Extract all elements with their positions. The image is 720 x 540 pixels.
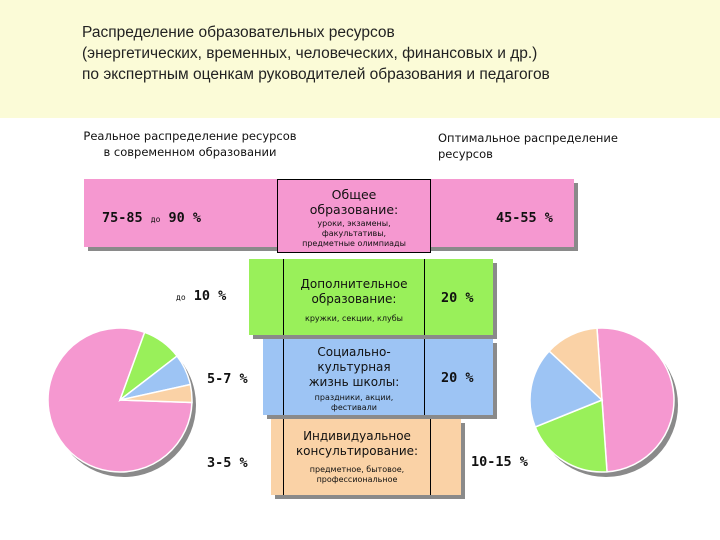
individual-optimal-percent: 10-15 % bbox=[471, 454, 528, 470]
general-real-main: 75-85 bbox=[102, 210, 151, 226]
general-optimal-percent: 45-55 % bbox=[496, 210, 553, 226]
left-heading: Реальное распределение ресурсов в соврем… bbox=[60, 128, 320, 160]
social-title-line-1: Социально- bbox=[317, 345, 391, 359]
additional-sub-line-1: кружки, секции, клубы bbox=[305, 314, 403, 323]
social-sub-line-1: праздники, акции, bbox=[314, 393, 394, 402]
social-title-line-3: жизнь школы: bbox=[308, 375, 400, 389]
general-title-line-1: Общее bbox=[331, 187, 377, 202]
social-real-percent: 5-7 % bbox=[207, 371, 248, 387]
general-sub-line-1: уроки, экзамены, bbox=[317, 219, 391, 228]
left-heading-line-2: в современном образовании bbox=[103, 145, 277, 159]
general-real-small: до bbox=[150, 215, 161, 224]
optimal-slice-general bbox=[596, 327, 675, 473]
right-heading: Оптимальное распределение ресурсов bbox=[438, 130, 678, 162]
general-real-percent: 75-85 до 90 % bbox=[102, 210, 201, 226]
social-sub-line-2: фестивали bbox=[331, 403, 377, 412]
individual-consulting-box: Индивидуальное консультирование: предмет… bbox=[283, 419, 431, 495]
additional-real-main: 10 % bbox=[185, 288, 227, 304]
individual-title-line-1: Индивидуальное bbox=[303, 429, 411, 443]
social-life-bar bbox=[263, 339, 493, 415]
general-sub-line-3: предметные олимпиады bbox=[302, 239, 406, 248]
additional-optimal-percent: 20 % bbox=[441, 290, 474, 306]
individual-sub-line-1: предметное, бытовое, bbox=[309, 465, 405, 474]
individual-real-percent: 3-5 % bbox=[207, 455, 248, 471]
social-optimal-percent: 20 % bbox=[441, 370, 474, 386]
title-line-1: Распределение образовательных ресурсов bbox=[82, 24, 395, 41]
additional-real-percent: до 10 % bbox=[176, 288, 226, 304]
general-real-main2: 90 % bbox=[160, 210, 202, 226]
social-life-box: Социально- культурная жизнь школы: празд… bbox=[283, 339, 425, 415]
additional-education-box: Дополнительное образование: кружки, секц… bbox=[283, 259, 425, 335]
additional-title-line-2: образование: bbox=[311, 292, 397, 306]
individual-consulting-bar bbox=[271, 419, 461, 495]
right-heading-line-2: ресурсов bbox=[438, 147, 493, 161]
title-banner: Распределение образовательных ресурсов (… bbox=[0, 0, 720, 118]
additional-title-line-1: Дополнительное bbox=[300, 277, 408, 291]
left-heading-line-1: Реальное распределение ресурсов bbox=[83, 129, 297, 143]
optimal-slice-social bbox=[529, 350, 604, 428]
general-sub-line-2: факультативы, bbox=[321, 229, 387, 238]
additional-real-small: до bbox=[176, 293, 186, 302]
general-education-box: Общее образование: уроки, экзамены, факу… bbox=[277, 179, 431, 253]
optimal-slice-additional bbox=[534, 398, 608, 473]
title-line-3: по экспертным оценкам руководителей обра… bbox=[82, 66, 550, 83]
real-slice-individual bbox=[119, 383, 193, 404]
optimal-slice-individual bbox=[548, 327, 603, 402]
page-title: Распределение образовательных ресурсов (… bbox=[82, 22, 702, 85]
individual-title-line-2: консультирование: bbox=[295, 444, 419, 458]
right-heading-line-1: Оптимальное распределение bbox=[438, 131, 618, 145]
general-title-line-2: образование: bbox=[309, 202, 399, 217]
additional-education-bar bbox=[249, 259, 493, 335]
social-title-line-2: культурная bbox=[317, 360, 391, 374]
title-line-2: (энергетических, временных, человеческих… bbox=[82, 45, 538, 62]
individual-sub-line-2: профессиональное bbox=[316, 475, 398, 484]
